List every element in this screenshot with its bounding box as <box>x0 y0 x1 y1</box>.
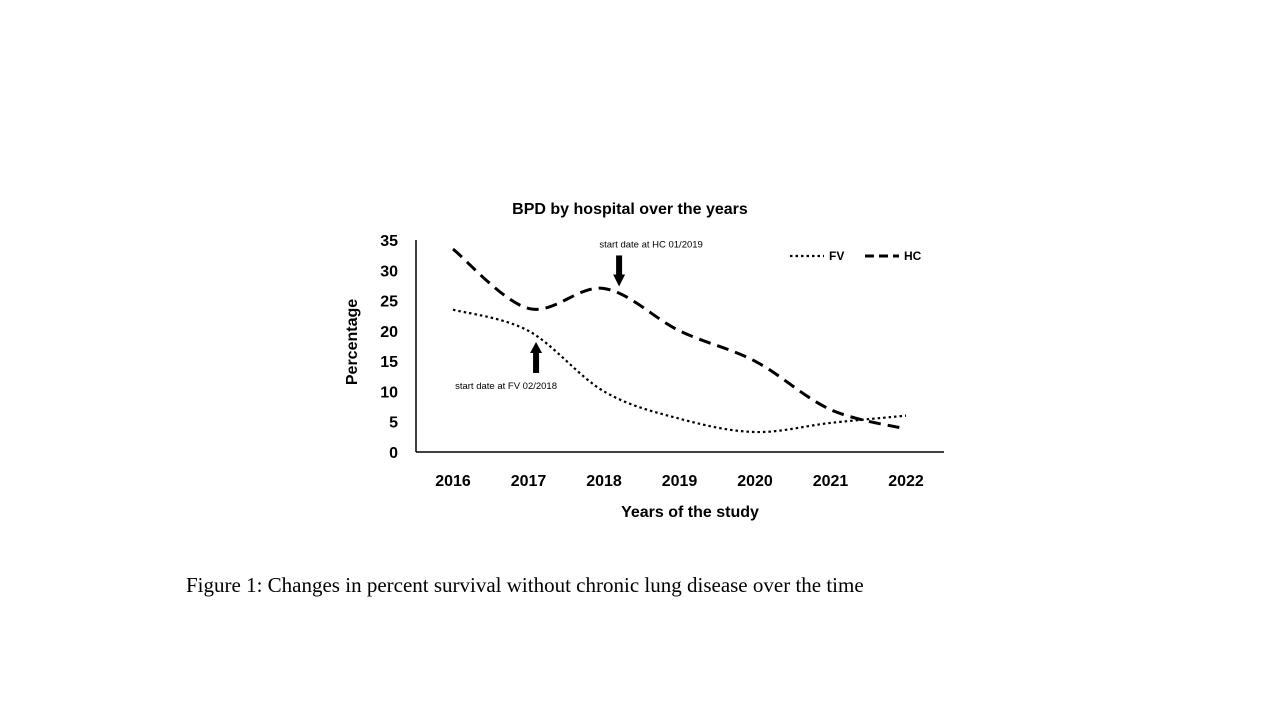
y-tick-label: 0 <box>389 445 398 462</box>
figure-caption: Figure 1: Changes in percent survival wi… <box>186 573 864 597</box>
y-tick-label: 20 <box>380 324 398 341</box>
x-tick-label: 2020 <box>737 473 773 490</box>
series-line-fv <box>452 308 907 434</box>
legend-label-hc: HC <box>904 249 922 263</box>
x-axis-label: Years of the study <box>621 504 759 521</box>
y-tick-label: 10 <box>380 384 398 401</box>
x-tick-label: 2021 <box>813 473 849 490</box>
annotation-arrow-shaft <box>616 255 623 276</box>
x-tick-label: 2018 <box>586 473 622 490</box>
legend-label-fv: FV <box>829 249 844 263</box>
y-tick-label: 25 <box>380 294 398 311</box>
axes <box>415 240 944 453</box>
x-tick-label: 2022 <box>888 473 924 490</box>
series-line-hc <box>452 247 907 431</box>
annotation-text: start date at FV 02/2018 <box>455 381 557 392</box>
annotation-arrow-head <box>530 341 543 353</box>
chart-title: BPD by hospital over the years <box>512 201 748 218</box>
y-tick-label: 30 <box>380 263 398 280</box>
annotation: start date at FV 02/2018 <box>455 341 557 392</box>
y-tick-label: 5 <box>389 415 398 432</box>
y-tick-labels: 0 5 10 15 20 25 30 35 <box>380 233 398 462</box>
annotation-arrow-head <box>613 274 626 287</box>
annotation: start date at HC 01/2019 <box>599 239 703 287</box>
series-layer <box>452 247 907 434</box>
x-tick-label: 2017 <box>511 473 547 490</box>
y-axis-label: Percentage <box>344 299 361 385</box>
annotation-text: start date at HC 01/2019 <box>599 239 703 250</box>
x-tick-labels: 2016 2017 2018 2019 2020 2021 2022 <box>435 473 924 490</box>
legend: FV HC <box>790 249 922 263</box>
annotation-arrow-shaft <box>533 351 540 373</box>
y-tick-label: 35 <box>380 233 398 250</box>
annotation-layer: start date at HC 01/2019 start date at FV… <box>455 239 703 391</box>
x-tick-label: 2016 <box>435 473 471 490</box>
x-tick-label: 2019 <box>662 473 698 490</box>
y-tick-label: 15 <box>380 354 398 371</box>
